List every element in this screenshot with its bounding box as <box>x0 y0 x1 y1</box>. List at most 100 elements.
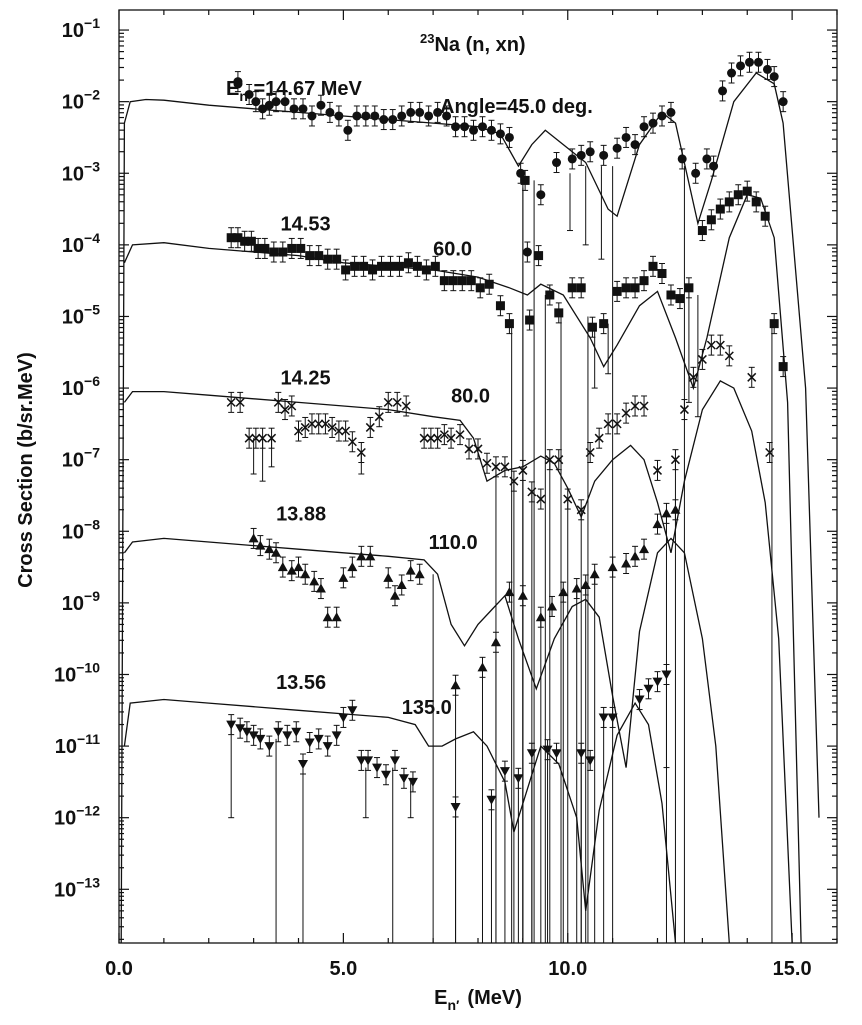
data-point <box>383 572 394 582</box>
data-point <box>334 426 344 436</box>
data-point <box>639 276 649 286</box>
data-point <box>621 132 631 142</box>
data-point <box>338 572 349 582</box>
data-point <box>762 64 772 74</box>
data-point <box>688 372 698 382</box>
data-point <box>652 677 663 687</box>
data-point <box>736 61 746 71</box>
y-tick-label: 10−6 <box>62 373 100 400</box>
x-axis-title: En′ (MeV) <box>434 987 522 1013</box>
data-point <box>727 68 737 78</box>
data-point <box>235 724 246 734</box>
data-point <box>414 569 425 579</box>
data-point <box>388 115 398 125</box>
data-point <box>379 115 389 125</box>
data-point <box>491 462 501 472</box>
data-point <box>300 569 311 579</box>
data-point <box>363 756 374 766</box>
data-point <box>769 72 779 82</box>
data-point <box>392 397 402 407</box>
data-point <box>460 122 470 132</box>
data-point <box>244 433 254 443</box>
data-point <box>733 190 743 200</box>
data-point <box>679 405 689 415</box>
data-point <box>457 276 467 286</box>
data-point <box>702 154 712 164</box>
data-point <box>585 756 596 766</box>
data-point <box>670 504 681 514</box>
series-label: 60.0 <box>433 239 472 261</box>
data-point <box>612 419 622 429</box>
y-axis-ticks: 10−1 10−2 10−3 10−4 10−5 10−6 10−7 10−8 10−9 10−1… <box>54 15 837 940</box>
data-point <box>304 738 315 748</box>
data-point <box>374 412 384 422</box>
data-point <box>365 551 376 561</box>
data-point <box>576 150 586 160</box>
data-point <box>563 494 573 504</box>
data-point <box>412 261 422 271</box>
data-point <box>657 269 667 279</box>
data-point <box>718 86 728 96</box>
plot-frame <box>118 9 838 944</box>
data-point <box>442 111 452 121</box>
data-point <box>677 154 687 164</box>
data-point <box>264 544 275 554</box>
data-point <box>477 122 487 132</box>
data-point <box>309 576 320 586</box>
data-point <box>313 734 324 744</box>
data-point <box>341 265 351 275</box>
data-point <box>499 767 510 777</box>
reaction-label: 23Na (n, xn) <box>420 31 526 56</box>
data-point <box>585 447 595 458</box>
angle-label: Angle=45.0 deg. <box>440 96 593 118</box>
data-point <box>370 111 380 121</box>
theory-curve-135.0 <box>123 698 677 944</box>
data-point <box>513 774 524 784</box>
data-point <box>246 236 256 246</box>
data-point <box>280 405 290 415</box>
data-point <box>255 540 266 550</box>
data-point <box>338 713 349 723</box>
data-point <box>495 301 505 311</box>
data-point <box>291 727 302 737</box>
data-point <box>405 565 416 575</box>
data-point <box>280 97 290 107</box>
data-point <box>398 774 409 784</box>
data-point <box>545 290 555 300</box>
y-tick-label: 10−10 <box>54 659 100 686</box>
data-point <box>258 433 268 443</box>
data-point <box>648 118 658 128</box>
x-tick-label: 10.0 <box>548 958 587 980</box>
y-tick-label: 10−2 <box>62 87 100 114</box>
data-point <box>325 107 335 117</box>
data-point <box>527 487 537 497</box>
data-point <box>273 397 283 407</box>
data-point <box>433 433 443 443</box>
data-point <box>652 519 663 529</box>
data-point <box>421 265 431 275</box>
data-point <box>661 670 672 680</box>
data-point <box>226 720 237 730</box>
data-point <box>778 362 788 372</box>
data-point <box>576 505 586 515</box>
data-point <box>260 243 270 253</box>
data-point <box>675 294 685 304</box>
data-point <box>350 261 360 271</box>
data-point <box>670 455 680 465</box>
data-point <box>697 226 707 236</box>
data-point <box>684 283 694 293</box>
data-point <box>322 612 333 622</box>
data-point <box>500 462 510 472</box>
theory-curves <box>120 72 820 944</box>
data-point <box>607 562 618 572</box>
data-point <box>258 104 268 114</box>
data-point <box>347 562 358 572</box>
data-point <box>271 547 282 557</box>
theory-curve-80.0 <box>123 380 793 944</box>
data-point <box>277 562 288 572</box>
data-point <box>320 419 330 429</box>
data-point <box>517 590 528 600</box>
data-point <box>486 795 497 805</box>
data-point <box>233 233 243 243</box>
data-point <box>248 731 259 741</box>
